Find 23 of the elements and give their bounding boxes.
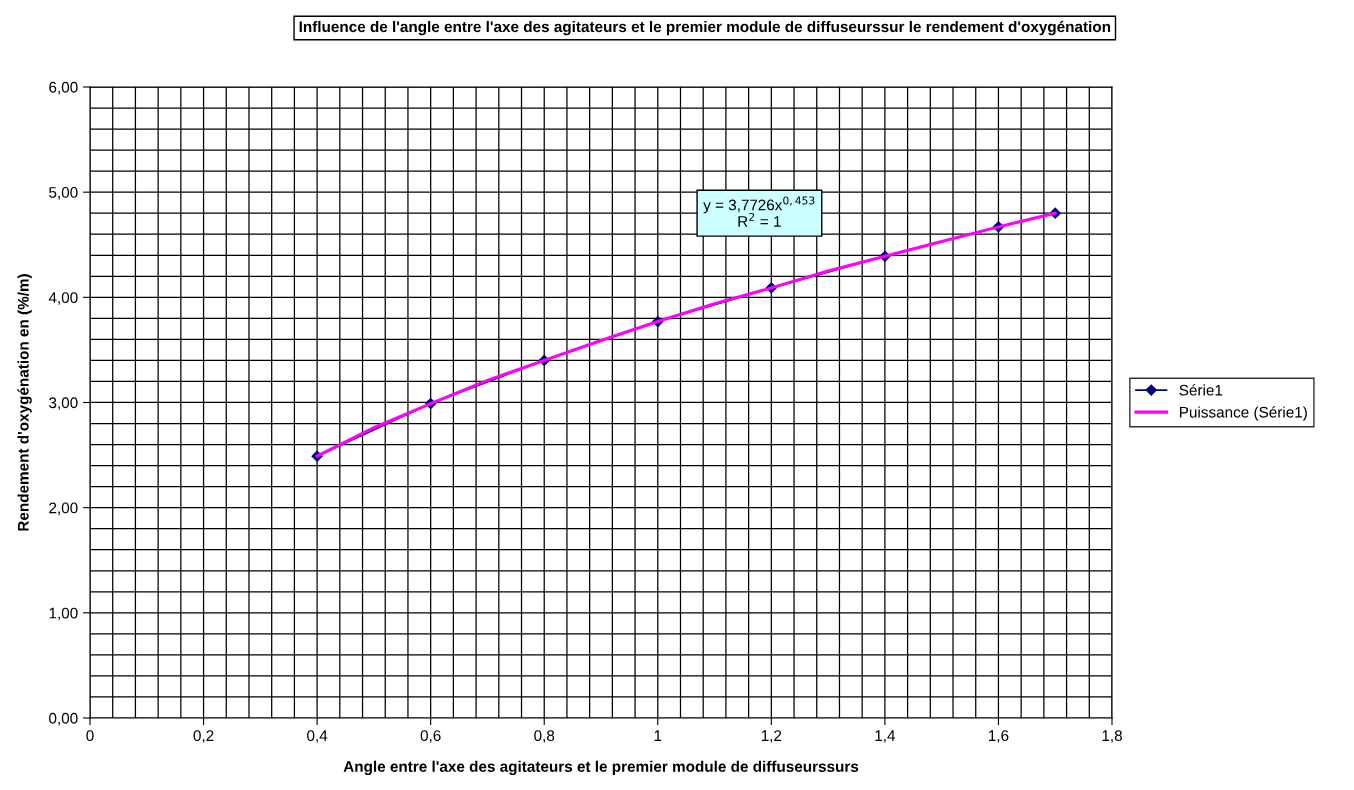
- x-tick-label: 1,4: [875, 730, 896, 743]
- y-axis-title: Rendement d'oxygénation en (%/m): [17, 274, 32, 531]
- x-tick-label: 1,8: [1102, 730, 1122, 743]
- y-tick-label: 0,00: [49, 712, 78, 726]
- x-tick-label: 0,6: [420, 730, 441, 743]
- y-tick-label: 5,00: [49, 187, 78, 200]
- x-axis-title: Angle entre l'axe des agitateurs et le premier module de diffuseurssurs: [343, 760, 859, 776]
- y-tick-label: 2,00: [49, 502, 78, 516]
- x-tick-label: 1,2: [761, 730, 782, 743]
- x-tick-label: 0,8: [534, 730, 555, 743]
- y-tick-label: 4,00: [48, 292, 78, 305]
- text: y = 3,7726x$^{0,453}$ R$^{2}$ = 1: [703, 196, 815, 227]
- x-tick-label: 1,6: [988, 730, 1009, 743]
- x-tick-label: 0: [86, 730, 94, 742]
- x-tick-label: 0,2: [193, 730, 214, 743]
- y-tick-label: 3,00: [49, 397, 78, 410]
- chart-title: Influence de l'angle entre l'axe des agitateurs et le premier module de diffuseurssur le rendement d'oxygénation: [299, 20, 1111, 36]
- x-tick-label: 1: [654, 730, 662, 741]
- y-tick-label: 6,00: [49, 81, 78, 95]
- legend-label: Puissance (Série1): [1180, 406, 1307, 421]
- legend-label: Série1: [1179, 384, 1223, 396]
- x-tick-label: 0,4: [307, 730, 328, 743]
- y-tick-label: 1,00: [49, 607, 78, 621]
